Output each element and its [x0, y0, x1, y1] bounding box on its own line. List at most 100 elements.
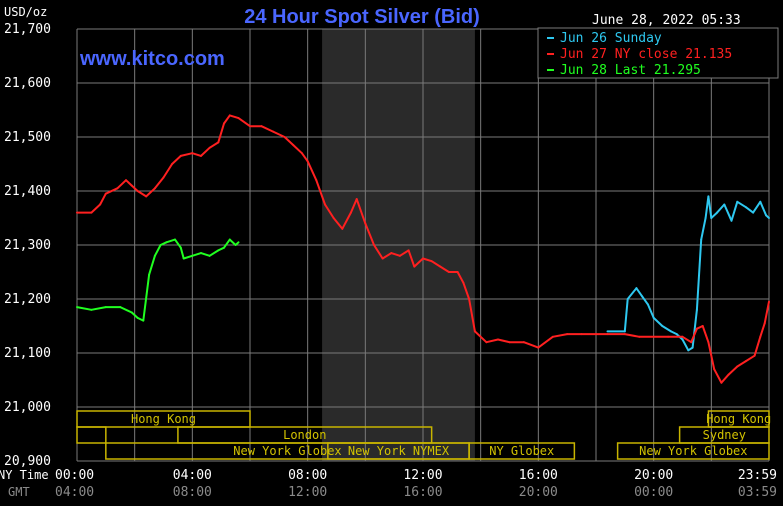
series-group — [76, 238, 240, 322]
series-segment — [661, 325, 672, 333]
y-tick-label: 21,700 — [4, 22, 51, 37]
series-segment — [237, 117, 251, 128]
series-segment — [641, 295, 649, 306]
session-label: NY Globex — [489, 444, 554, 458]
kitco-watermark: www.kitco.com — [79, 48, 225, 70]
price-series — [76, 114, 770, 384]
legend: Jun 26 Sunday Jun 27 NY close 21.135 Jun… — [537, 27, 779, 79]
series-segment — [272, 130, 286, 138]
series-segment — [145, 187, 156, 198]
y-axis-ticks: 21,700 21,600 21,500 21,400 21,300 21,200 21,1… — [4, 22, 51, 469]
x-axis-ticks: 00:00 04:00 04:00 08:00 08:00 12:00 12:00 16:00… — [55, 468, 777, 500]
series-segment — [695, 325, 704, 330]
series-segment — [200, 252, 211, 257]
series-segment — [90, 306, 107, 311]
series-segment — [381, 252, 393, 260]
x-tick-label-ny: 23:59 — [738, 468, 777, 483]
series-segment — [695, 238, 703, 311]
series-segment — [456, 271, 465, 284]
series-segment — [191, 152, 202, 157]
series-segment — [522, 341, 540, 349]
series-segment — [765, 214, 770, 219]
series-segment — [349, 198, 358, 214]
grid-lines — [76, 28, 770, 462]
series-segment — [753, 335, 762, 357]
y-tick-label: 21,500 — [4, 130, 51, 145]
series-segment — [759, 200, 768, 217]
series-segment — [99, 192, 107, 206]
series-segment — [390, 252, 401, 257]
series-group — [76, 114, 770, 384]
series-segment — [752, 200, 762, 214]
series-segment — [125, 179, 133, 187]
series-segment — [234, 241, 240, 246]
x-tick-label-ny: 08:00 — [288, 468, 327, 483]
currency-label: USD/oz — [4, 5, 47, 19]
series-segment — [626, 287, 638, 300]
series-segment — [165, 238, 176, 244]
gmt-label: GMT — [8, 485, 30, 499]
x-tick-label-gmt: 16:00 — [403, 485, 442, 500]
series-segment — [217, 246, 225, 252]
x-tick-label-ny: 00:00 — [55, 468, 94, 483]
series-segment — [300, 152, 309, 163]
x-tick-label-gmt: 12:00 — [288, 485, 327, 500]
series-segment — [430, 260, 442, 268]
series-segment — [652, 316, 664, 327]
series-segment — [130, 184, 139, 192]
series-segment — [200, 146, 211, 157]
series-segment — [217, 122, 225, 144]
series-segment — [759, 322, 766, 338]
series-segment — [635, 287, 644, 298]
x-tick-label-gmt: 03:59 — [738, 485, 777, 500]
series-segment — [716, 203, 726, 214]
series-segment — [537, 335, 554, 349]
series-segment — [473, 330, 488, 344]
series-segment — [104, 187, 119, 195]
series-segment — [153, 244, 162, 257]
series-segment — [153, 176, 165, 190]
series-segment — [700, 217, 707, 241]
y-tick-label: 21,000 — [4, 400, 51, 415]
series-segment — [228, 238, 237, 246]
series-segment — [485, 338, 499, 344]
series-segment — [228, 114, 240, 120]
series-segment — [701, 325, 710, 344]
y-tick-label: 21,400 — [4, 184, 51, 199]
series-segment — [116, 179, 127, 190]
series-segment — [763, 300, 770, 325]
market-sessions: Hong Kong London New York Globex New York N… — [76, 410, 771, 460]
x-tick-label-gmt: 08:00 — [173, 485, 212, 500]
session-label: New York Globex — [639, 444, 747, 458]
series-segment — [736, 200, 747, 209]
x-tick-label-gmt: 04:00 — [55, 485, 94, 500]
series-segment — [646, 303, 655, 319]
series-segment — [260, 125, 275, 133]
series-segment — [182, 254, 194, 260]
y-tick-label: 21,200 — [4, 292, 51, 307]
series-segment — [398, 249, 410, 257]
series-segment — [364, 222, 375, 246]
session-label: Hong Kong — [131, 412, 196, 426]
x-tick-label-gmt: 00:00 — [634, 485, 673, 500]
session-bar — [468, 442, 576, 460]
series-segment — [730, 200, 739, 222]
session-label: Sydney — [703, 428, 746, 442]
series-segment — [142, 273, 151, 322]
series-segment — [179, 152, 194, 157]
series-segment — [681, 338, 690, 352]
legend-item-0: Jun 26 Sunday — [560, 31, 662, 46]
series-segment — [707, 341, 716, 371]
series-segment — [707, 195, 713, 219]
series-segment — [130, 311, 139, 319]
session-label: London — [283, 428, 326, 442]
series-segment — [727, 365, 739, 376]
chart-title: 24 Hour Spot Silver (Bid) — [244, 6, 480, 28]
series-segment — [723, 203, 733, 222]
series-segment — [623, 298, 629, 333]
series-segment — [162, 163, 174, 179]
series-segment — [355, 198, 367, 225]
series-segment — [341, 211, 352, 230]
series-segment — [497, 338, 511, 344]
